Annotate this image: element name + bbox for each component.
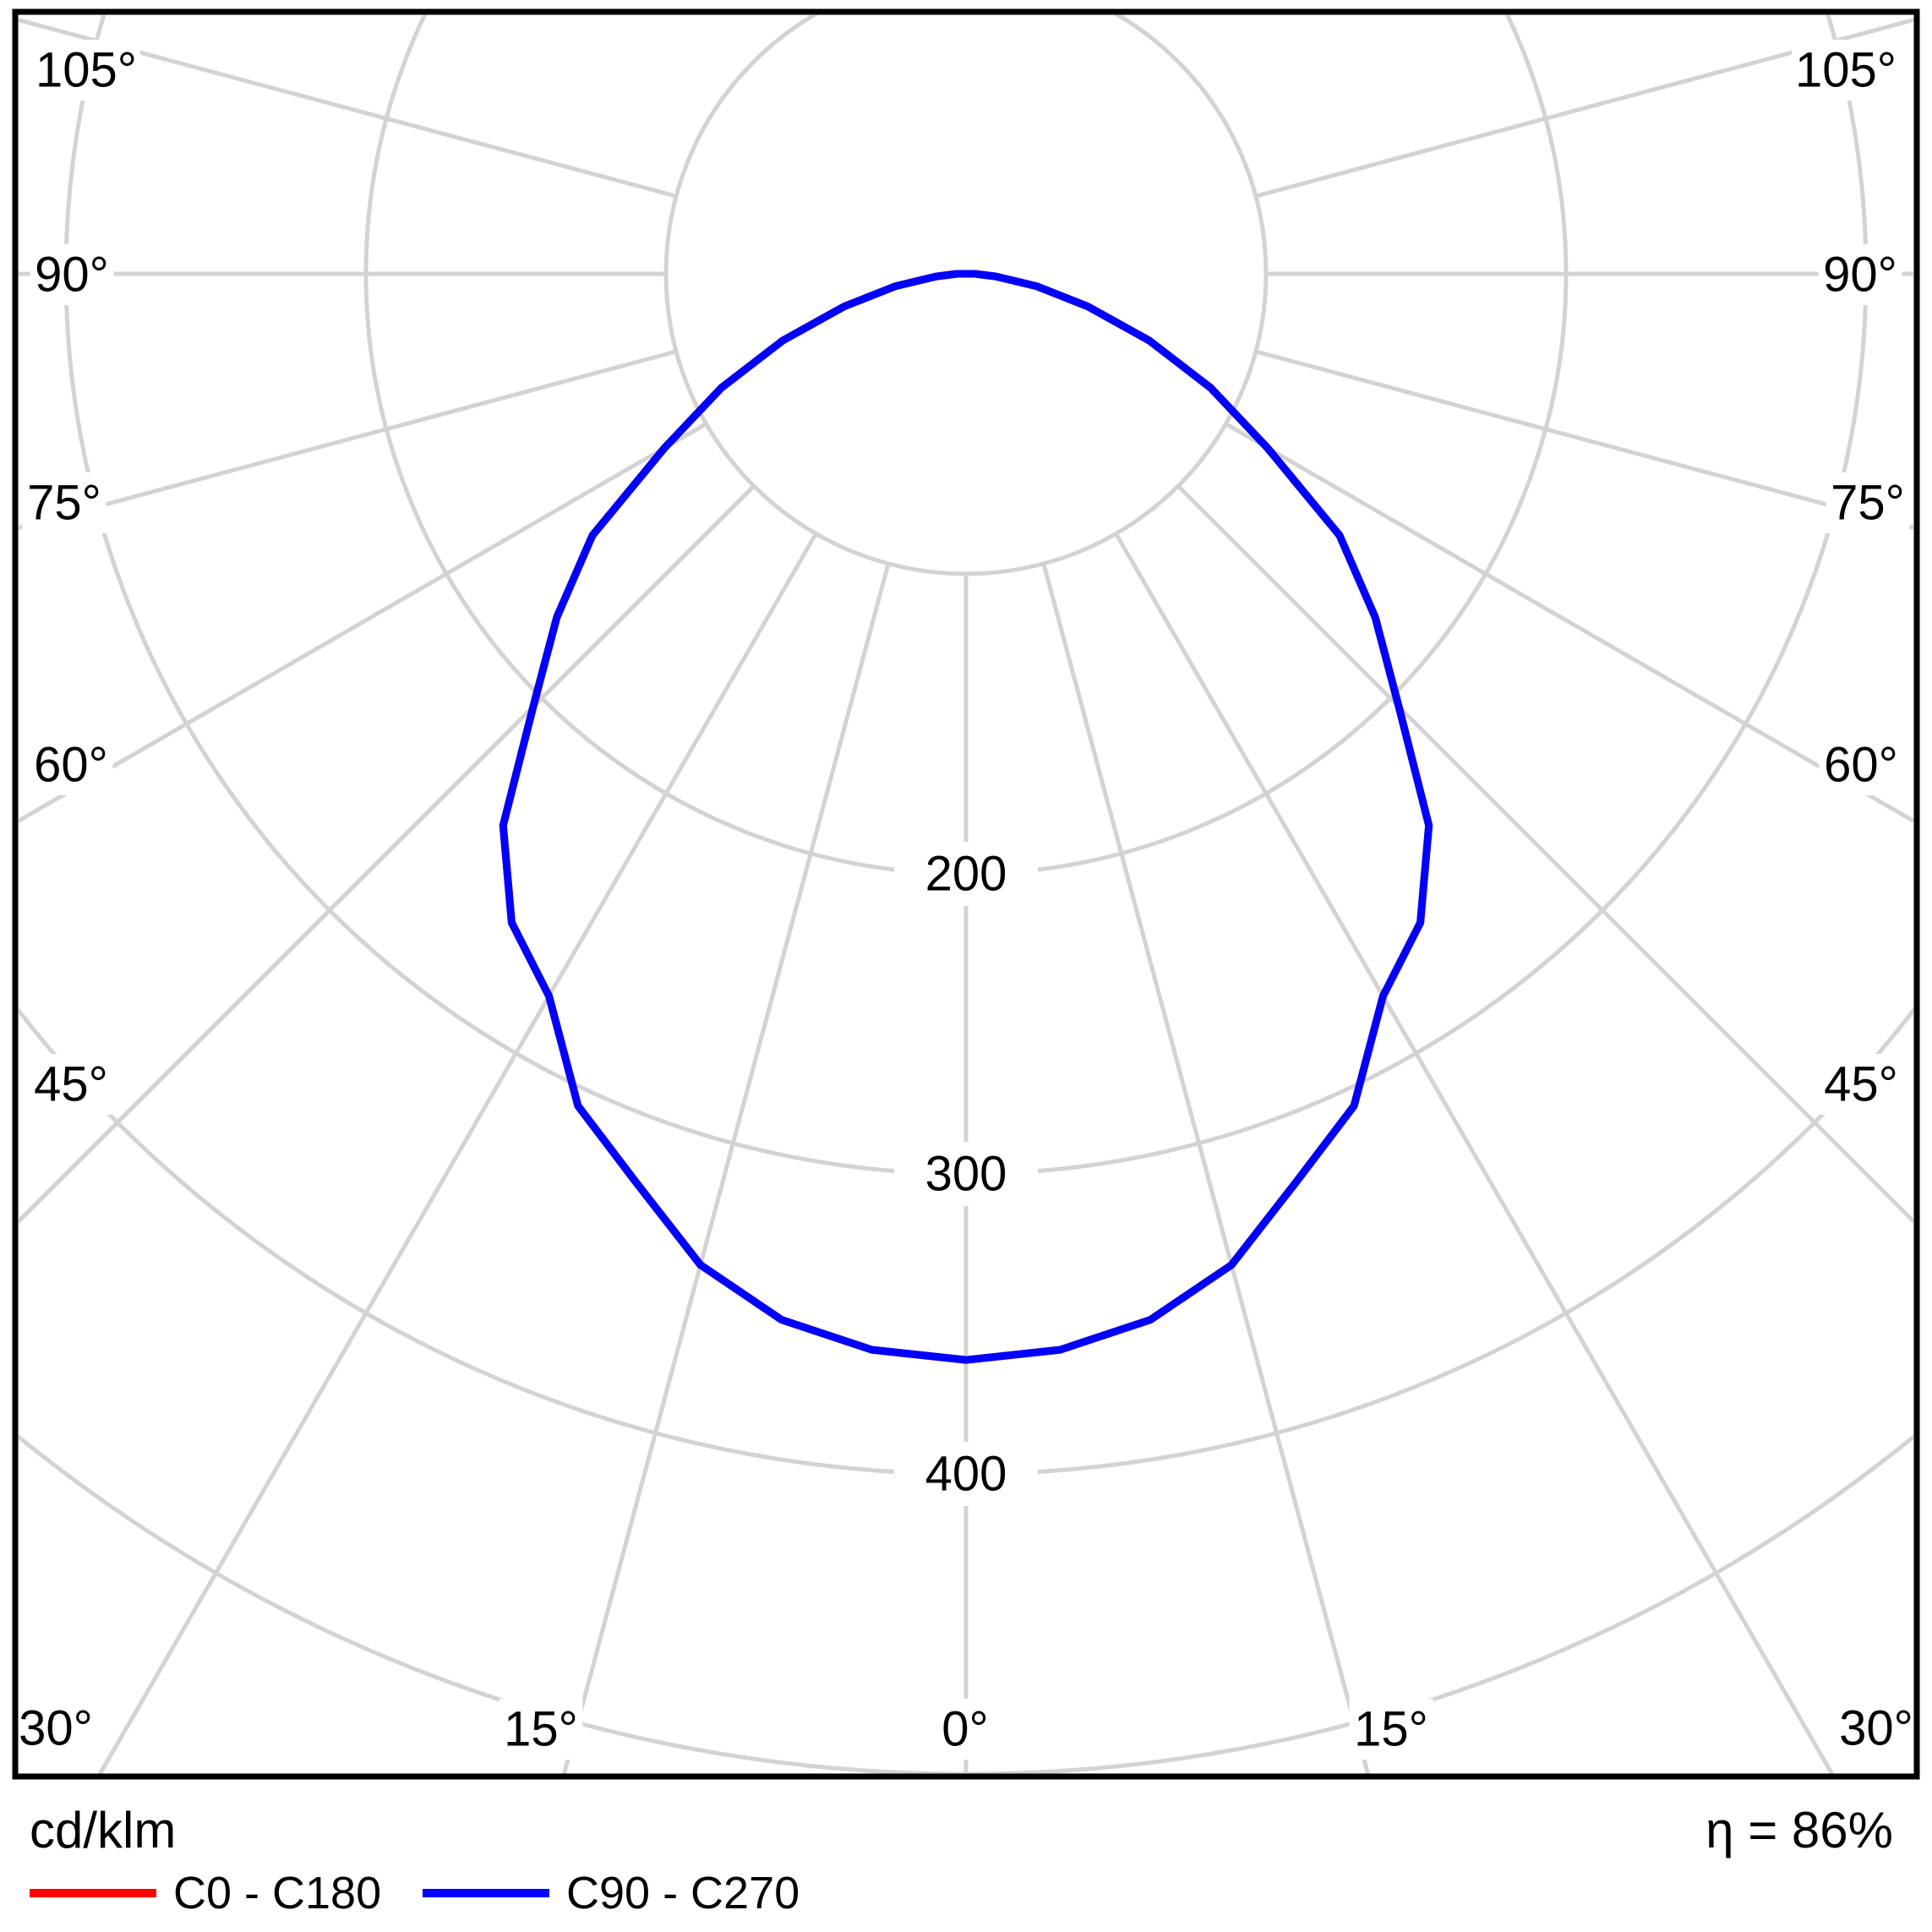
ring-label-400: 400 xyxy=(925,1447,1007,1502)
angle-label-right-75: 75° xyxy=(1831,476,1905,531)
grid-radial-75 xyxy=(1255,349,1913,530)
ring-label-200: 200 xyxy=(925,847,1007,902)
angle-label-bg-left-30 xyxy=(14,1698,98,1759)
angle-label-bg-right-75 xyxy=(1826,472,1910,533)
angle-label-left-60: 60° xyxy=(34,738,108,793)
angle-label-bg-left-90 xyxy=(30,244,114,305)
grid-radial--75 xyxy=(19,349,677,530)
angle-label-bg-right-90 xyxy=(1818,244,1902,305)
angle-label-right-90: 90° xyxy=(1823,248,1897,303)
angle-label-right-105: 105° xyxy=(1795,43,1897,98)
plot-frame xyxy=(12,8,1920,1780)
angle-label-left-105: 105° xyxy=(35,43,137,98)
legend: C0 - C180 C90 - C270 xyxy=(30,1868,800,1918)
angle-label-left-90: 90° xyxy=(35,248,109,303)
legend-label-c90-c270: C90 - C270 xyxy=(566,1868,800,1918)
angle-label-bg-left-0 xyxy=(936,1699,995,1760)
angle-label-left-15: 15° xyxy=(504,1702,578,1757)
angle-tick-labels: 0° 15° 15° 30° 30° 45° 45° 60° 60° 75° 75° 90° 90° 10… xyxy=(14,40,1918,1760)
angle-label-bg-right-60 xyxy=(1819,734,1903,795)
angle-label-bg-left-75 xyxy=(22,472,106,533)
angle-label-bg-right-30 xyxy=(1834,1698,1918,1759)
angle-label-bg-left-105 xyxy=(32,40,140,101)
units-label: cd/klm xyxy=(30,1802,176,1858)
angle-label-left-0: 0° xyxy=(941,1702,988,1757)
angle-label-bg-right-45 xyxy=(1819,1054,1903,1115)
ring-label-300: 300 xyxy=(925,1147,1007,1202)
angle-label-right-15: 15° xyxy=(1354,1702,1428,1757)
ring-label-bg-200 xyxy=(894,842,1038,906)
grid-radial--105 xyxy=(19,18,677,199)
grid-radial--60 xyxy=(19,422,707,824)
angle-label-right-60: 60° xyxy=(1824,738,1898,793)
angle-label-left-75: 75° xyxy=(27,476,101,531)
ring-label-bg-300 xyxy=(894,1142,1038,1206)
grid-radial-105 xyxy=(1255,18,1913,199)
angle-label-bg-left-45 xyxy=(29,1054,113,1115)
ring-label-bg-400 xyxy=(894,1442,1038,1506)
angle-label-left-30: 30° xyxy=(19,1701,93,1756)
efficiency-label: η = 86% xyxy=(1706,1802,1893,1858)
angle-label-bg-right-15 xyxy=(1349,1699,1433,1760)
grid-radial--45 xyxy=(19,484,756,1225)
legend-label-c0-c180: C0 - C180 xyxy=(173,1868,381,1918)
grid-radial-15 xyxy=(1041,563,1371,1774)
angle-label-right-45: 45° xyxy=(1824,1057,1898,1112)
angle-label-bg-left-15 xyxy=(499,1699,583,1760)
intensity-curves xyxy=(499,270,1433,1364)
grid-radial--30 xyxy=(97,532,818,1774)
grid-ring-100 xyxy=(663,15,1269,576)
angle-label-right-30: 30° xyxy=(1839,1701,1913,1756)
angle-label-left-45: 45° xyxy=(34,1057,108,1112)
curve-C90-C270 xyxy=(499,270,1433,1364)
grid-radial-45 xyxy=(1176,484,1913,1225)
grid-radial-30 xyxy=(1114,532,1835,1774)
grid-radial-60 xyxy=(1225,422,1913,824)
angle-label-bg-left-60 xyxy=(29,734,113,795)
angle-label-bg-right-105 xyxy=(1792,40,1900,101)
grid-radial--15 xyxy=(561,563,891,1774)
ring-value-labels: 200 300 400 xyxy=(894,842,1038,1506)
